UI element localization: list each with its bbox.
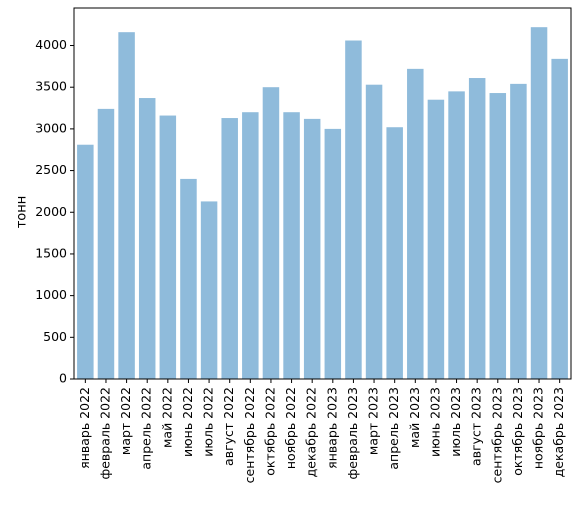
y-tick-label: 1500 — [35, 245, 67, 260]
x-tick-label: июль 2023 — [448, 387, 463, 457]
x-tick-label: ноябрь 2022 — [283, 387, 298, 469]
x-tick-label: октябрь 2022 — [262, 387, 277, 476]
bar — [468, 78, 486, 379]
x-tick-label: декабрь 2023 — [551, 387, 566, 477]
x-tick-label: июль 2022 — [201, 387, 216, 457]
x-tick-label: март 2022 — [118, 387, 133, 455]
x-tick-label: июнь 2023 — [427, 387, 442, 457]
x-tick-label: август 2022 — [221, 387, 236, 466]
bar — [242, 112, 259, 380]
bars-group — [77, 27, 568, 380]
x-ticks-group: январь 2022 февраль 2022 март 2022 апрель 2… — [77, 379, 566, 483]
bar — [324, 128, 342, 379]
bar — [407, 68, 424, 380]
x-tick-label: август 2023 — [469, 387, 484, 466]
y-tick-label: 500 — [43, 329, 67, 344]
bar — [345, 40, 362, 379]
bar — [303, 118, 321, 379]
x-tick-label: май 2022 — [159, 387, 174, 448]
y-axis-label: тонн — [15, 196, 30, 229]
bar — [118, 32, 135, 380]
bar — [551, 58, 568, 380]
y-tick-label: 2500 — [35, 162, 67, 177]
x-tick-label: февраль 2022 — [97, 387, 112, 479]
bar — [427, 99, 445, 380]
bar — [386, 127, 403, 379]
bar — [489, 93, 507, 379]
bar — [159, 115, 177, 380]
bar — [77, 144, 94, 379]
x-tick-label: май 2023 — [407, 387, 422, 448]
x-tick-label: сентябрь 2023 — [489, 387, 504, 483]
bar — [283, 112, 300, 380]
x-tick-label: ноябрь 2023 — [531, 387, 546, 469]
y-tick-label: 3000 — [35, 120, 67, 135]
y-tick-label: 1000 — [35, 287, 67, 302]
bar — [97, 108, 115, 379]
y-ticks-group: 0 500 1000 1500 2000 2500 3000 3500 4000 — [35, 37, 74, 386]
bar — [510, 83, 527, 380]
bar — [221, 118, 238, 380]
x-tick-label: февраль 2023 — [345, 387, 360, 479]
y-tick-label: 4000 — [35, 37, 67, 52]
bar — [448, 91, 465, 380]
bar — [138, 98, 156, 379]
bar — [365, 84, 383, 379]
x-tick-label: март 2023 — [366, 387, 381, 455]
y-tick-label: 3500 — [35, 79, 67, 94]
bar — [530, 27, 548, 380]
x-tick-label: июнь 2022 — [180, 387, 195, 457]
x-tick-label: октябрь 2023 — [510, 387, 525, 476]
x-tick-label: декабрь 2022 — [304, 387, 319, 477]
x-tick-label: сентябрь 2022 — [242, 387, 257, 483]
y-tick-label: 0 — [59, 371, 67, 386]
x-tick-label: январь 2022 — [77, 387, 92, 469]
plot-frame — [73, 7, 572, 380]
y-tick-label: 2000 — [35, 204, 67, 219]
x-tick-label: апрель 2022 — [139, 387, 154, 470]
bar — [262, 87, 280, 379]
y-axis-label-group: тонн — [15, 196, 30, 229]
x-tick-label: январь 2023 — [324, 387, 339, 469]
bar — [200, 201, 218, 379]
bar — [180, 178, 197, 379]
x-tick-label: апрель 2023 — [386, 387, 401, 470]
